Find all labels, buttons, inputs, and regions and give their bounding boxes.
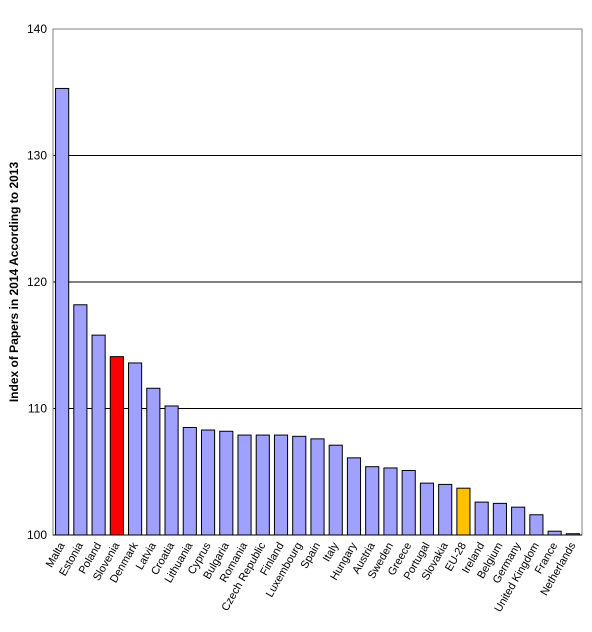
bar-austria (365, 466, 380, 536)
bar-greece (401, 469, 416, 536)
y-tick-label: 130 (27, 149, 47, 163)
bar-latvia (146, 387, 161, 536)
y-tick-label: 120 (27, 275, 47, 289)
bar-estonia (73, 304, 88, 536)
bar-bulgaria (219, 430, 234, 536)
y-tick-labels: 100 110 120 130 140 (27, 22, 47, 542)
bar-netherlands (565, 533, 580, 536)
bar-croatia (164, 405, 179, 536)
bar-ireland (474, 501, 489, 536)
bars (55, 87, 580, 536)
bar-poland (91, 334, 106, 536)
bar-germany (511, 506, 526, 536)
bar-romania (237, 434, 252, 536)
y-axis-label: Index of Papers in 2014 According to 201… (7, 162, 21, 403)
bar-malta (55, 87, 70, 536)
bar-luxembourg (292, 435, 307, 536)
bar-united-kingdom (529, 514, 544, 536)
bar-slovakia (438, 483, 453, 536)
bar-portugal (419, 482, 435, 536)
bar-denmark (128, 362, 143, 536)
y-tick-label: 110 (28, 402, 47, 416)
y-tick-label: 140 (27, 22, 47, 36)
bar-czech-republic (255, 434, 270, 536)
bar-spain (310, 438, 325, 536)
bar-lithuania (182, 426, 197, 536)
x-tick-labels: MaltaEstoniaPolandSloveniaDenmarkLatviaC… (44, 540, 579, 615)
bar-finland (273, 434, 289, 536)
bar-slovenia (109, 356, 124, 536)
bar-italy (328, 444, 343, 536)
bar-france (547, 530, 562, 536)
bar-eu-28 (456, 487, 471, 536)
y-tick-label: 100 (27, 528, 47, 542)
bar-sweden (383, 467, 398, 536)
bar-cyprus (200, 429, 216, 536)
bar-belgium (492, 502, 507, 536)
bar-hungary (346, 457, 362, 536)
